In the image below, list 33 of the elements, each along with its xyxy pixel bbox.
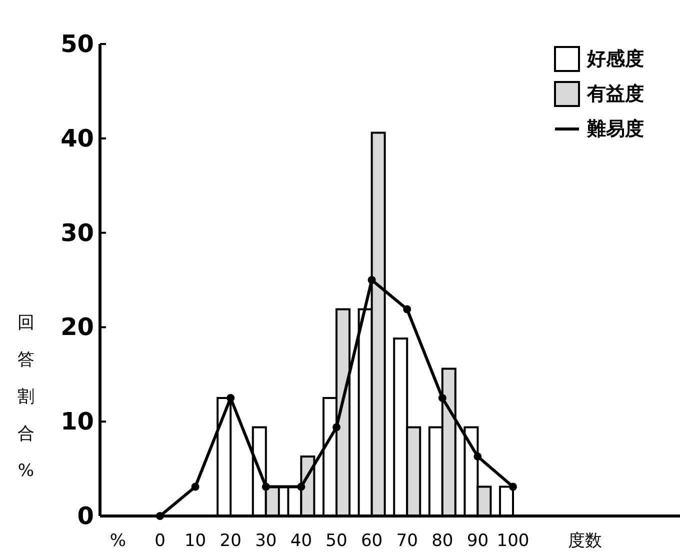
point: [474, 452, 482, 461]
x-tick-label: 50: [326, 531, 348, 551]
y-tick-label: 20: [60, 313, 94, 342]
y-tick-label: 40: [60, 124, 94, 152]
point: [368, 276, 376, 284]
point: [403, 305, 412, 314]
y-axis-title: 回答割合%: [18, 313, 34, 481]
x-axis-title: 度数: [568, 531, 602, 551]
x-tick-label: 90: [466, 531, 489, 551]
legend-label: 好感度: [586, 48, 644, 70]
legend-label: 有益度: [586, 83, 644, 105]
x-tick-label: 40: [290, 531, 312, 551]
point: [226, 394, 235, 402]
x-tick-label: 100: [496, 531, 530, 551]
x-tick-label: 10: [184, 531, 206, 551]
x-tick-label: 60: [360, 531, 383, 551]
y-tick-label: 30: [60, 218, 94, 247]
point: [191, 482, 200, 491]
y-tick-label: 50: [60, 30, 94, 58]
x-tick-label: 30: [255, 531, 277, 551]
y-tick-label: 0: [77, 502, 94, 530]
x-tick-label: 0: [154, 531, 166, 551]
y-tick-label: 10: [60, 408, 94, 436]
text: %: [110, 531, 126, 551]
x-tick-label: 70: [396, 531, 418, 551]
point: [509, 482, 517, 491]
point: [438, 394, 446, 402]
x-tick-label: 80: [432, 531, 454, 551]
legend-label: 難易度: [586, 118, 644, 140]
point: [332, 423, 340, 432]
x-tick-label: 20: [220, 531, 242, 551]
point: [297, 482, 306, 491]
point: [262, 482, 270, 491]
